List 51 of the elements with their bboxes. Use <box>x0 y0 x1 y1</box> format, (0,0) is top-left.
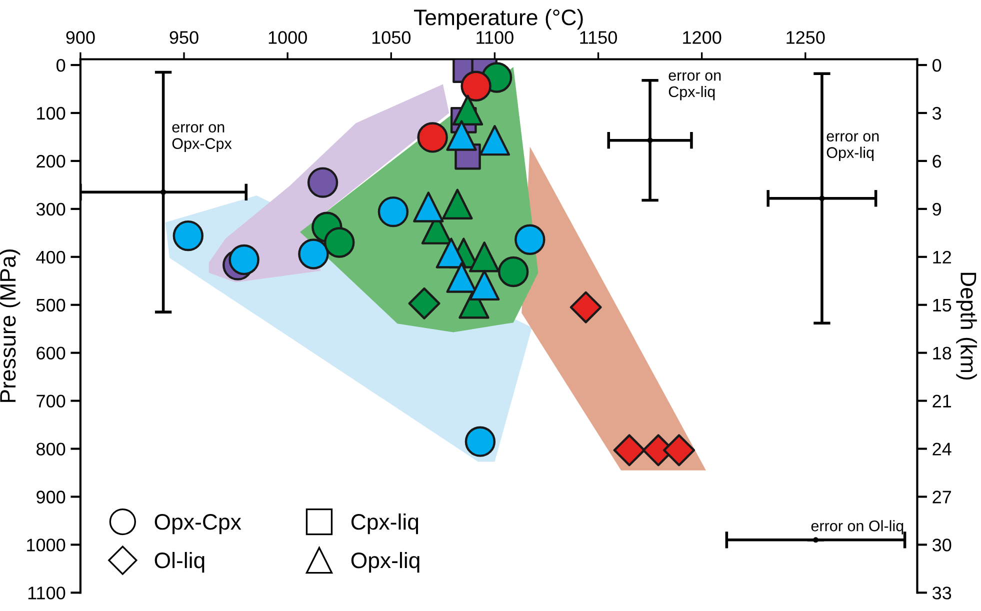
x-tick-label: 1150 <box>580 31 617 44</box>
annotation: error on Cpx-liq <box>668 72 721 100</box>
y-tick-label: 700 <box>36 394 66 408</box>
point <box>613 434 646 466</box>
x-tick-label: 1200 <box>683 31 722 44</box>
point <box>160 189 166 195</box>
y2-tick-label: 27 <box>932 490 951 504</box>
y-tick-label: 900 <box>36 490 66 504</box>
point <box>452 94 484 126</box>
y2-tick-label: 12 <box>933 250 951 264</box>
point <box>442 188 473 220</box>
y2-tick-label: 21 <box>932 394 952 408</box>
annotation: error on Ol-liq <box>811 520 904 534</box>
point <box>819 196 825 202</box>
y-tick-label: 1100 <box>28 586 66 600</box>
y-tick-label: 400 <box>36 250 66 264</box>
annotation: error on Opx-Cpx <box>172 124 232 152</box>
y-tick-label: 100 <box>37 106 66 120</box>
annotation: error on Opx-liq <box>826 133 879 162</box>
y2-tick-label: 18 <box>933 346 952 360</box>
y2-tick-label: 24 <box>932 442 952 456</box>
x-tick-label: 1250 <box>786 31 825 44</box>
x-axis-title: Temperature (°C) <box>414 8 583 30</box>
annotation: Ol-liq <box>154 552 204 573</box>
y-tick-label: 600 <box>36 346 66 360</box>
y-tick-label: 0 <box>56 58 66 72</box>
x-tick-label: 1100 <box>476 31 514 44</box>
y2-axis-title: Depth (km) <box>956 272 977 380</box>
y2-tick-label: 9 <box>932 202 942 216</box>
annotation: Opx-liq <box>351 552 420 573</box>
point <box>647 138 653 144</box>
y2-tick-label: 3 <box>932 106 942 120</box>
x-tick-label: 1000 <box>268 31 307 44</box>
annotation: Cpx-liq <box>351 513 418 534</box>
annotation: Opx-Cpx <box>154 514 242 534</box>
point <box>570 291 602 324</box>
y2-tick-label: 30 <box>932 538 952 552</box>
y-tick-label: 500 <box>36 298 66 312</box>
y2-tick-label: 6 <box>932 154 942 168</box>
point <box>469 242 500 272</box>
x-tick-label: 950 <box>170 31 198 44</box>
y-tick-label: 1000 <box>27 538 66 552</box>
point <box>663 434 696 466</box>
x-tick-label: 900 <box>66 31 95 44</box>
y2-tick-label: 0 <box>932 58 942 72</box>
y2-tick-label: 33 <box>932 586 952 600</box>
y2-tick-label: 15 <box>933 298 952 312</box>
x-tick-label: 1050 <box>372 31 411 44</box>
y-tick-label: 800 <box>36 442 66 456</box>
y-tick-label: 200 <box>36 154 66 168</box>
y-tick-label: 300 <box>36 202 66 216</box>
